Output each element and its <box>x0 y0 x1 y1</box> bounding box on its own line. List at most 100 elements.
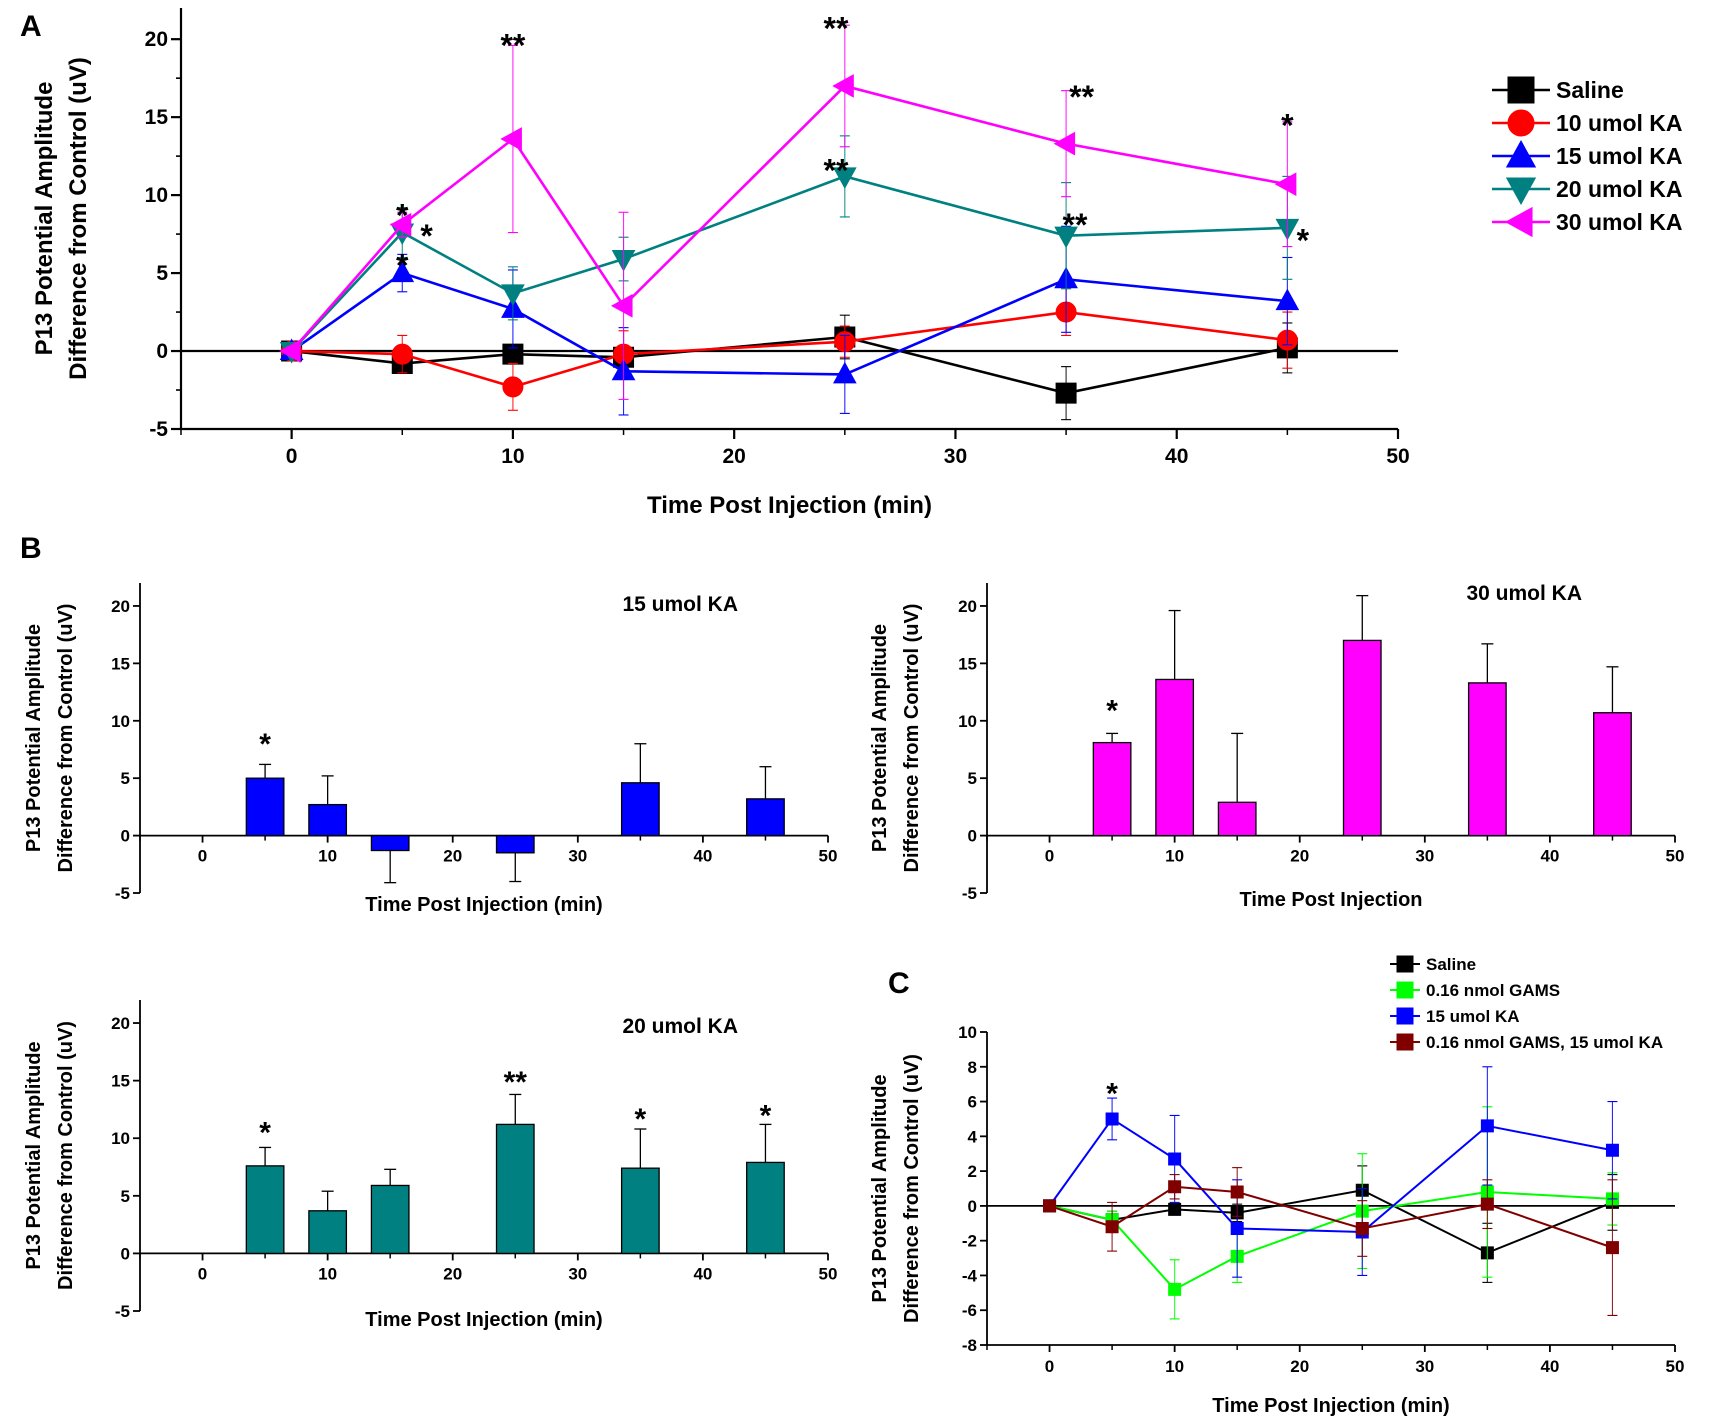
significance-marker: * <box>1297 223 1310 259</box>
x-axis-title: Time Post Injection (min) <box>365 894 602 916</box>
x-tick-label: 40 <box>693 847 712 866</box>
y-tick-label: 15 <box>958 654 977 673</box>
x-tick-label: 20 <box>1290 847 1309 866</box>
x-tick-label: 0 <box>286 445 298 468</box>
x-tick-label: 10 <box>501 445 524 468</box>
y-axis-title-line-1: P13 Potential Amplitude <box>23 1041 45 1269</box>
y-tick-label: 0 <box>121 827 130 846</box>
y-tick-label: -4 <box>962 1266 978 1285</box>
y-tick-label: 20 <box>111 597 130 616</box>
legend: Saline 10 umol KA 15 umol KA 20 umol KA 30 u… <box>1492 76 1683 238</box>
y-tick-label: 0 <box>121 1244 130 1263</box>
y-axis-title-line-2: Difference from Control (uV) <box>55 604 77 873</box>
legend-label: Saline <box>1556 77 1624 103</box>
legend-item-saline: Saline <box>1390 955 1476 974</box>
legend-item-15-umol-ka: 15 umol KA <box>1390 1007 1520 1026</box>
significance-marker: ** <box>1062 207 1087 243</box>
significance-marker: * <box>396 198 409 234</box>
panel-b-15umol-bar-chart: -5 0 5 10 15 20 0 10 20 30 40 50 Time Post Injection… <box>23 583 837 916</box>
y-tick-label: 15 <box>145 106 169 129</box>
x-tick-label: 30 <box>1415 847 1434 866</box>
x-tick-label: 0 <box>1045 1357 1054 1376</box>
legend-item-0-16-nmol-gams: 0.16 nmol GAMS <box>1390 981 1560 1000</box>
series-0-16-nmol-gams <box>1043 1106 1619 1320</box>
y-tick-label: 4 <box>968 1127 978 1146</box>
y-axis-title-line-1: P13 Potential Amplitude <box>23 624 45 852</box>
y-tick-label: -5 <box>115 884 130 903</box>
x-axis-title: Time Post Injection (min) <box>365 1309 602 1331</box>
y-axis-title-line-1: P13 Potential Amplitude <box>869 624 891 852</box>
significance-marker: ** <box>824 11 849 47</box>
bar-t45 <box>1593 712 1632 837</box>
data-point-t10 <box>501 284 525 306</box>
data-point-t0 <box>279 339 301 363</box>
legend-marker <box>1396 955 1414 973</box>
x-tick-label: 10 <box>318 847 337 866</box>
x-tick-label: 0 <box>198 1264 207 1283</box>
data-point-t25 <box>1355 1221 1369 1235</box>
y-tick-label: 5 <box>968 769 977 788</box>
x-tick-label: 30 <box>568 847 587 866</box>
series-line <box>290 175 1288 352</box>
x-tick-label: 50 <box>1386 445 1409 468</box>
legend-marker <box>1507 76 1535 104</box>
series-30-umol-ka <box>279 24 1297 400</box>
y-axis-title-line-2: Difference from Control (uV) <box>901 604 923 873</box>
significance-marker: * <box>635 1103 647 1136</box>
significance-marker: ** <box>1069 79 1094 115</box>
x-tick-label: 40 <box>693 1264 712 1283</box>
y-tick-label: 20 <box>111 1014 130 1033</box>
legend-item-0-16-nmol-gams-15-umol-ka: 0.16 nmol GAMS, 15 umol KA <box>1390 1033 1663 1052</box>
y-tick-label: 8 <box>968 1058 977 1077</box>
x-tick-label: 20 <box>443 847 462 866</box>
y-tick-label: 15 <box>111 1072 130 1091</box>
y-tick-label: -5 <box>115 1302 130 1321</box>
legend-marker <box>1507 109 1535 137</box>
data-point-t0 <box>1043 1199 1057 1213</box>
bar-t35 <box>1467 682 1507 837</box>
data-point-t25 <box>832 74 854 98</box>
data-point-t15 <box>1230 1221 1244 1235</box>
series-15-umol-ka <box>279 225 1300 416</box>
panel-a-line-chart: -5 0 5 10 15 20 0 10 20 30 40 50 Time Post Injection… <box>31 8 1683 519</box>
bar-t25 <box>495 1123 535 1255</box>
x-axis-title: Time Post Injection <box>1240 889 1423 911</box>
legend-item-15-umol-ka: 15 umol KA <box>1492 140 1683 169</box>
significance-marker: * <box>420 218 433 254</box>
y-tick-label: 10 <box>958 1023 977 1042</box>
significance-marker: ** <box>500 28 525 64</box>
y-tick-label: 5 <box>156 262 168 285</box>
data-point-t35 <box>1480 1119 1494 1133</box>
panel-c-line-chart: -8 -6 -4 -2 0 2 4 6 8 10 0 10 20 30 40 50 Time Post Inje… <box>869 955 1684 1417</box>
chart-title: 30 umol KA <box>1466 582 1582 605</box>
y-tick-label: 10 <box>958 712 977 731</box>
y-tick-label: -6 <box>962 1301 977 1320</box>
bar-t10 <box>1155 678 1195 837</box>
data-point-t10 <box>502 376 524 398</box>
x-tick-label: 10 <box>1165 1357 1184 1376</box>
series-saline <box>1043 1165 1619 1283</box>
x-tick-label: 40 <box>1540 1357 1559 1376</box>
legend-label: 30 umol KA <box>1556 209 1683 235</box>
series-15-umol-ka <box>1043 1066 1619 1278</box>
x-tick-label: 30 <box>1415 1357 1434 1376</box>
x-tick-label: 30 <box>568 1264 587 1283</box>
bar-t5 <box>1092 741 1132 837</box>
bar-t15 <box>370 1184 410 1255</box>
y-axis-title-line-1: P13 Potential Amplitude <box>869 1074 891 1302</box>
x-tick-label: 20 <box>443 1264 462 1283</box>
x-tick-label: 20 <box>1290 1357 1309 1376</box>
series-line <box>1048 1117 1613 1233</box>
legend: Saline 0.16 nmol GAMS 15 umol KA 0.16 nmol … <box>1390 955 1663 1052</box>
legend-label: 0.16 nmol GAMS, 15 umol KA <box>1426 1033 1663 1052</box>
legend-label: Saline <box>1426 955 1476 974</box>
panel-label-b: B <box>20 532 42 565</box>
series-20-umol-ka <box>279 135 1300 364</box>
bar-t25 <box>1342 639 1382 837</box>
data-point-t35 <box>1480 1197 1494 1211</box>
y-tick-label: -5 <box>149 418 168 441</box>
y-tick-label: 0 <box>156 340 168 363</box>
significance-marker: ** <box>504 1066 528 1099</box>
data-point-t5 <box>391 343 413 365</box>
